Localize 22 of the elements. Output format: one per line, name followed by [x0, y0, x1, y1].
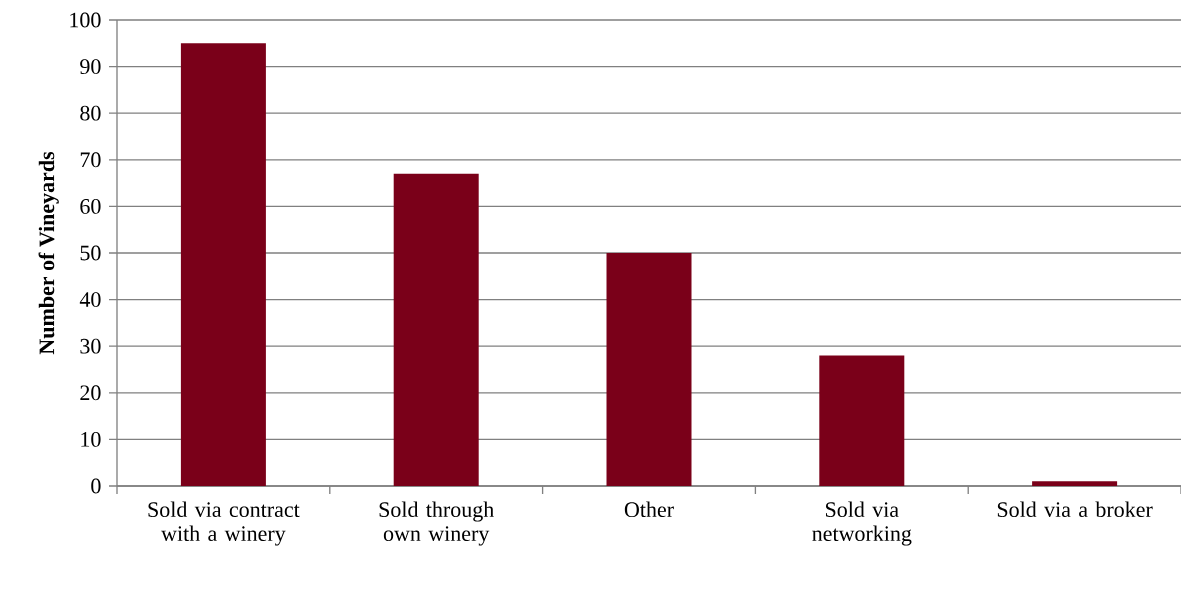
x-tick-label: Other — [624, 501, 674, 518]
bar — [393, 173, 479, 486]
y-tick-label: 80 — [80, 105, 101, 121]
y-tick-label: 90 — [80, 59, 101, 75]
y-tick-label: 20 — [80, 385, 101, 401]
x-tick-label: Sold through own winery — [379, 501, 494, 546]
x-tick-label: Sold via networking — [812, 501, 912, 546]
y-tick-label: 50 — [80, 245, 101, 261]
x-tick-label: Sold via a broker — [997, 501, 1153, 518]
y-tick-label: 60 — [80, 198, 101, 214]
bar — [819, 355, 905, 486]
y-tick-label: 10 — [81, 431, 101, 447]
y-tick-label: 100 — [70, 12, 101, 28]
y-tick-label: 30 — [80, 338, 101, 354]
bar — [180, 43, 266, 486]
bar — [1032, 481, 1118, 486]
y-tick-label: 0 — [91, 478, 101, 494]
y-tick-label: 40 — [79, 292, 101, 308]
bar — [606, 253, 692, 486]
x-tick-label: Sold via contract with a winery — [148, 501, 300, 546]
y-axis-title: Number of Vineyards — [38, 151, 59, 355]
y-tick-label: 70 — [80, 152, 101, 168]
